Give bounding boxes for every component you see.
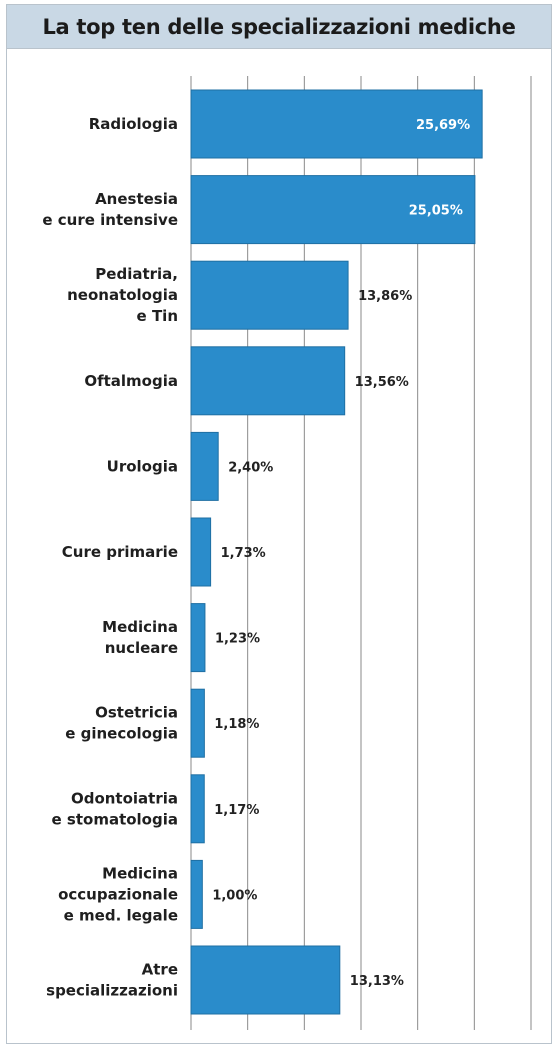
bar: [190, 945, 341, 1015]
bar: [190, 89, 483, 159]
category-label: Anestesia e cure intensive: [42, 190, 178, 229]
bar: [190, 175, 476, 245]
value-label: 25,69%: [416, 118, 470, 133]
category-label: Medicina occupazionale e med. legale: [58, 864, 178, 924]
value-label: 2,40%: [228, 460, 273, 475]
value-label: 1,00%: [212, 888, 257, 903]
value-label: 13,86%: [358, 289, 412, 304]
bar: [190, 431, 219, 501]
value-label: 1,73%: [221, 546, 266, 561]
bar: [190, 859, 203, 929]
category-label: Medicina nucleare: [102, 618, 178, 657]
category-label: Odontoiatria e stomatologia: [52, 789, 178, 828]
category-label: Radiologia: [89, 115, 178, 133]
title-bar: La top ten delle specializzazioni medich…: [7, 5, 551, 49]
bar: [190, 517, 212, 587]
value-label: 25,05%: [409, 204, 463, 219]
category-label: Atre specializzazioni: [46, 961, 178, 1000]
value-label: 13,13%: [350, 974, 404, 989]
bar: [190, 603, 206, 673]
bar: [190, 260, 349, 330]
chart-title: La top ten delle specializzazioni medich…: [42, 14, 516, 39]
value-label: 1,23%: [215, 632, 260, 647]
category-label: Urologia: [107, 457, 178, 475]
bar: [190, 774, 205, 844]
category-label: Oftalmogia: [84, 372, 178, 390]
category-label: Ostetricia e ginecologia: [65, 704, 178, 743]
value-label: 1,17%: [214, 803, 259, 818]
bar: [190, 346, 346, 416]
category-label: Cure primarie: [62, 543, 178, 561]
value-label: 13,56%: [355, 375, 409, 390]
category-label: Pediatria, neonatologia e Tin: [67, 265, 178, 325]
value-label: 1,18%: [214, 717, 259, 732]
bar: [190, 688, 205, 758]
